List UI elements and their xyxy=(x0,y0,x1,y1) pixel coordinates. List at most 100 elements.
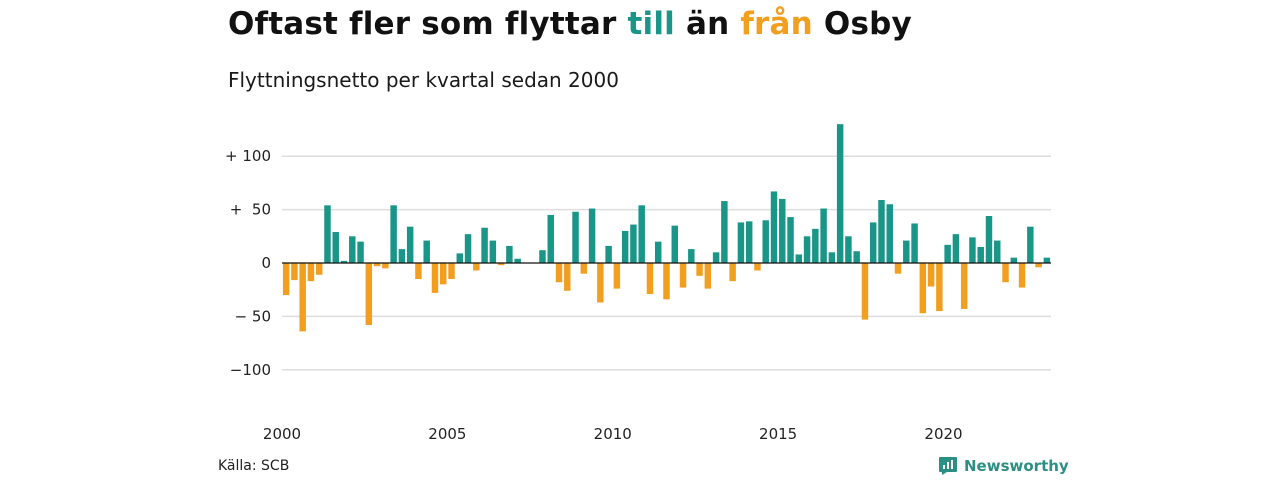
bar xyxy=(919,263,927,314)
bar xyxy=(911,223,918,263)
bar xyxy=(894,263,902,274)
y-tick-label: + 50 xyxy=(230,201,271,219)
bar xyxy=(704,263,712,289)
bar xyxy=(1010,257,1018,263)
bar xyxy=(869,222,877,263)
bar xyxy=(712,252,720,263)
bar xyxy=(291,263,298,281)
bar xyxy=(415,263,422,280)
title-middle: än xyxy=(674,6,741,42)
bar xyxy=(497,263,505,266)
bar xyxy=(795,254,803,263)
bar xyxy=(820,208,827,263)
bar xyxy=(646,263,654,294)
bar xyxy=(514,258,521,263)
bar xyxy=(812,228,819,263)
bar xyxy=(630,224,637,263)
bar xyxy=(1035,263,1042,268)
bar xyxy=(340,260,348,263)
bar xyxy=(572,211,579,263)
newsworthy-logo-icon xyxy=(939,457,957,475)
bar xyxy=(787,217,794,263)
bar xyxy=(373,263,381,267)
brand-logo: Newsworthy xyxy=(938,456,1069,476)
bar xyxy=(969,237,976,263)
y-tick-label: −100 xyxy=(230,361,271,379)
bar xyxy=(696,263,703,276)
title-negative-word: från xyxy=(740,6,813,42)
bar xyxy=(878,199,885,263)
bar xyxy=(506,245,513,263)
bar xyxy=(671,225,679,263)
bar xyxy=(464,234,472,263)
bar xyxy=(564,263,571,291)
bar xyxy=(828,252,836,263)
bar xyxy=(282,263,290,296)
bar xyxy=(853,251,860,263)
bar xyxy=(770,191,778,263)
bar xyxy=(481,227,488,263)
bar xyxy=(985,216,993,263)
bar xyxy=(952,234,960,263)
x-tick-label: 2000 xyxy=(263,425,301,443)
bar xyxy=(803,236,811,263)
bar xyxy=(440,263,447,285)
bar xyxy=(688,249,695,263)
bar xyxy=(324,205,331,263)
bar xyxy=(398,249,406,263)
bar xyxy=(886,204,893,263)
bar xyxy=(977,246,984,263)
bar xyxy=(613,263,621,289)
bar xyxy=(605,245,612,263)
bar xyxy=(555,263,563,283)
bar xyxy=(638,205,645,263)
bar xyxy=(1027,226,1034,263)
bar xyxy=(1002,263,1009,283)
source-note: Källa: SCB xyxy=(218,458,290,474)
bar xyxy=(357,241,364,263)
title-end: Osby xyxy=(812,6,912,42)
bar xyxy=(315,263,323,275)
title-positive-word: till xyxy=(627,6,675,42)
bar xyxy=(489,240,497,263)
bar xyxy=(382,263,389,269)
y-tick-label: 0 xyxy=(261,254,271,272)
bar xyxy=(754,263,761,271)
bar xyxy=(679,263,687,288)
y-tick-label: + 100 xyxy=(225,147,271,165)
bar xyxy=(299,263,306,332)
bar xyxy=(423,240,430,263)
bar xyxy=(845,236,852,263)
bar xyxy=(779,198,786,263)
x-tick-label: 2020 xyxy=(924,425,962,443)
bar xyxy=(927,263,935,287)
bar xyxy=(654,241,662,263)
y-tick-label: − 50 xyxy=(235,307,271,325)
bar xyxy=(431,263,439,293)
chart-title: Oftast fler som flyttar till än från Osb… xyxy=(228,6,912,42)
bar xyxy=(861,263,869,320)
bar xyxy=(390,205,397,263)
bar xyxy=(307,263,315,282)
bar xyxy=(737,222,745,263)
bar xyxy=(547,214,554,263)
bar xyxy=(1018,263,1026,288)
bar xyxy=(597,263,604,303)
bar xyxy=(903,240,910,263)
bar xyxy=(729,263,736,282)
chart-subtitle: Flyttningsnetto per kvartal sedan 2000 xyxy=(228,68,619,92)
bar xyxy=(621,230,629,263)
bar xyxy=(473,263,480,271)
x-tick-label: 2010 xyxy=(594,425,632,443)
bar xyxy=(406,226,414,263)
bar xyxy=(762,220,769,263)
bar xyxy=(1043,257,1051,263)
bar xyxy=(936,263,943,312)
bar xyxy=(960,263,968,309)
bar xyxy=(365,263,373,325)
bar xyxy=(994,240,1001,263)
bar xyxy=(332,232,339,263)
bar xyxy=(448,263,455,280)
bar xyxy=(745,221,753,263)
